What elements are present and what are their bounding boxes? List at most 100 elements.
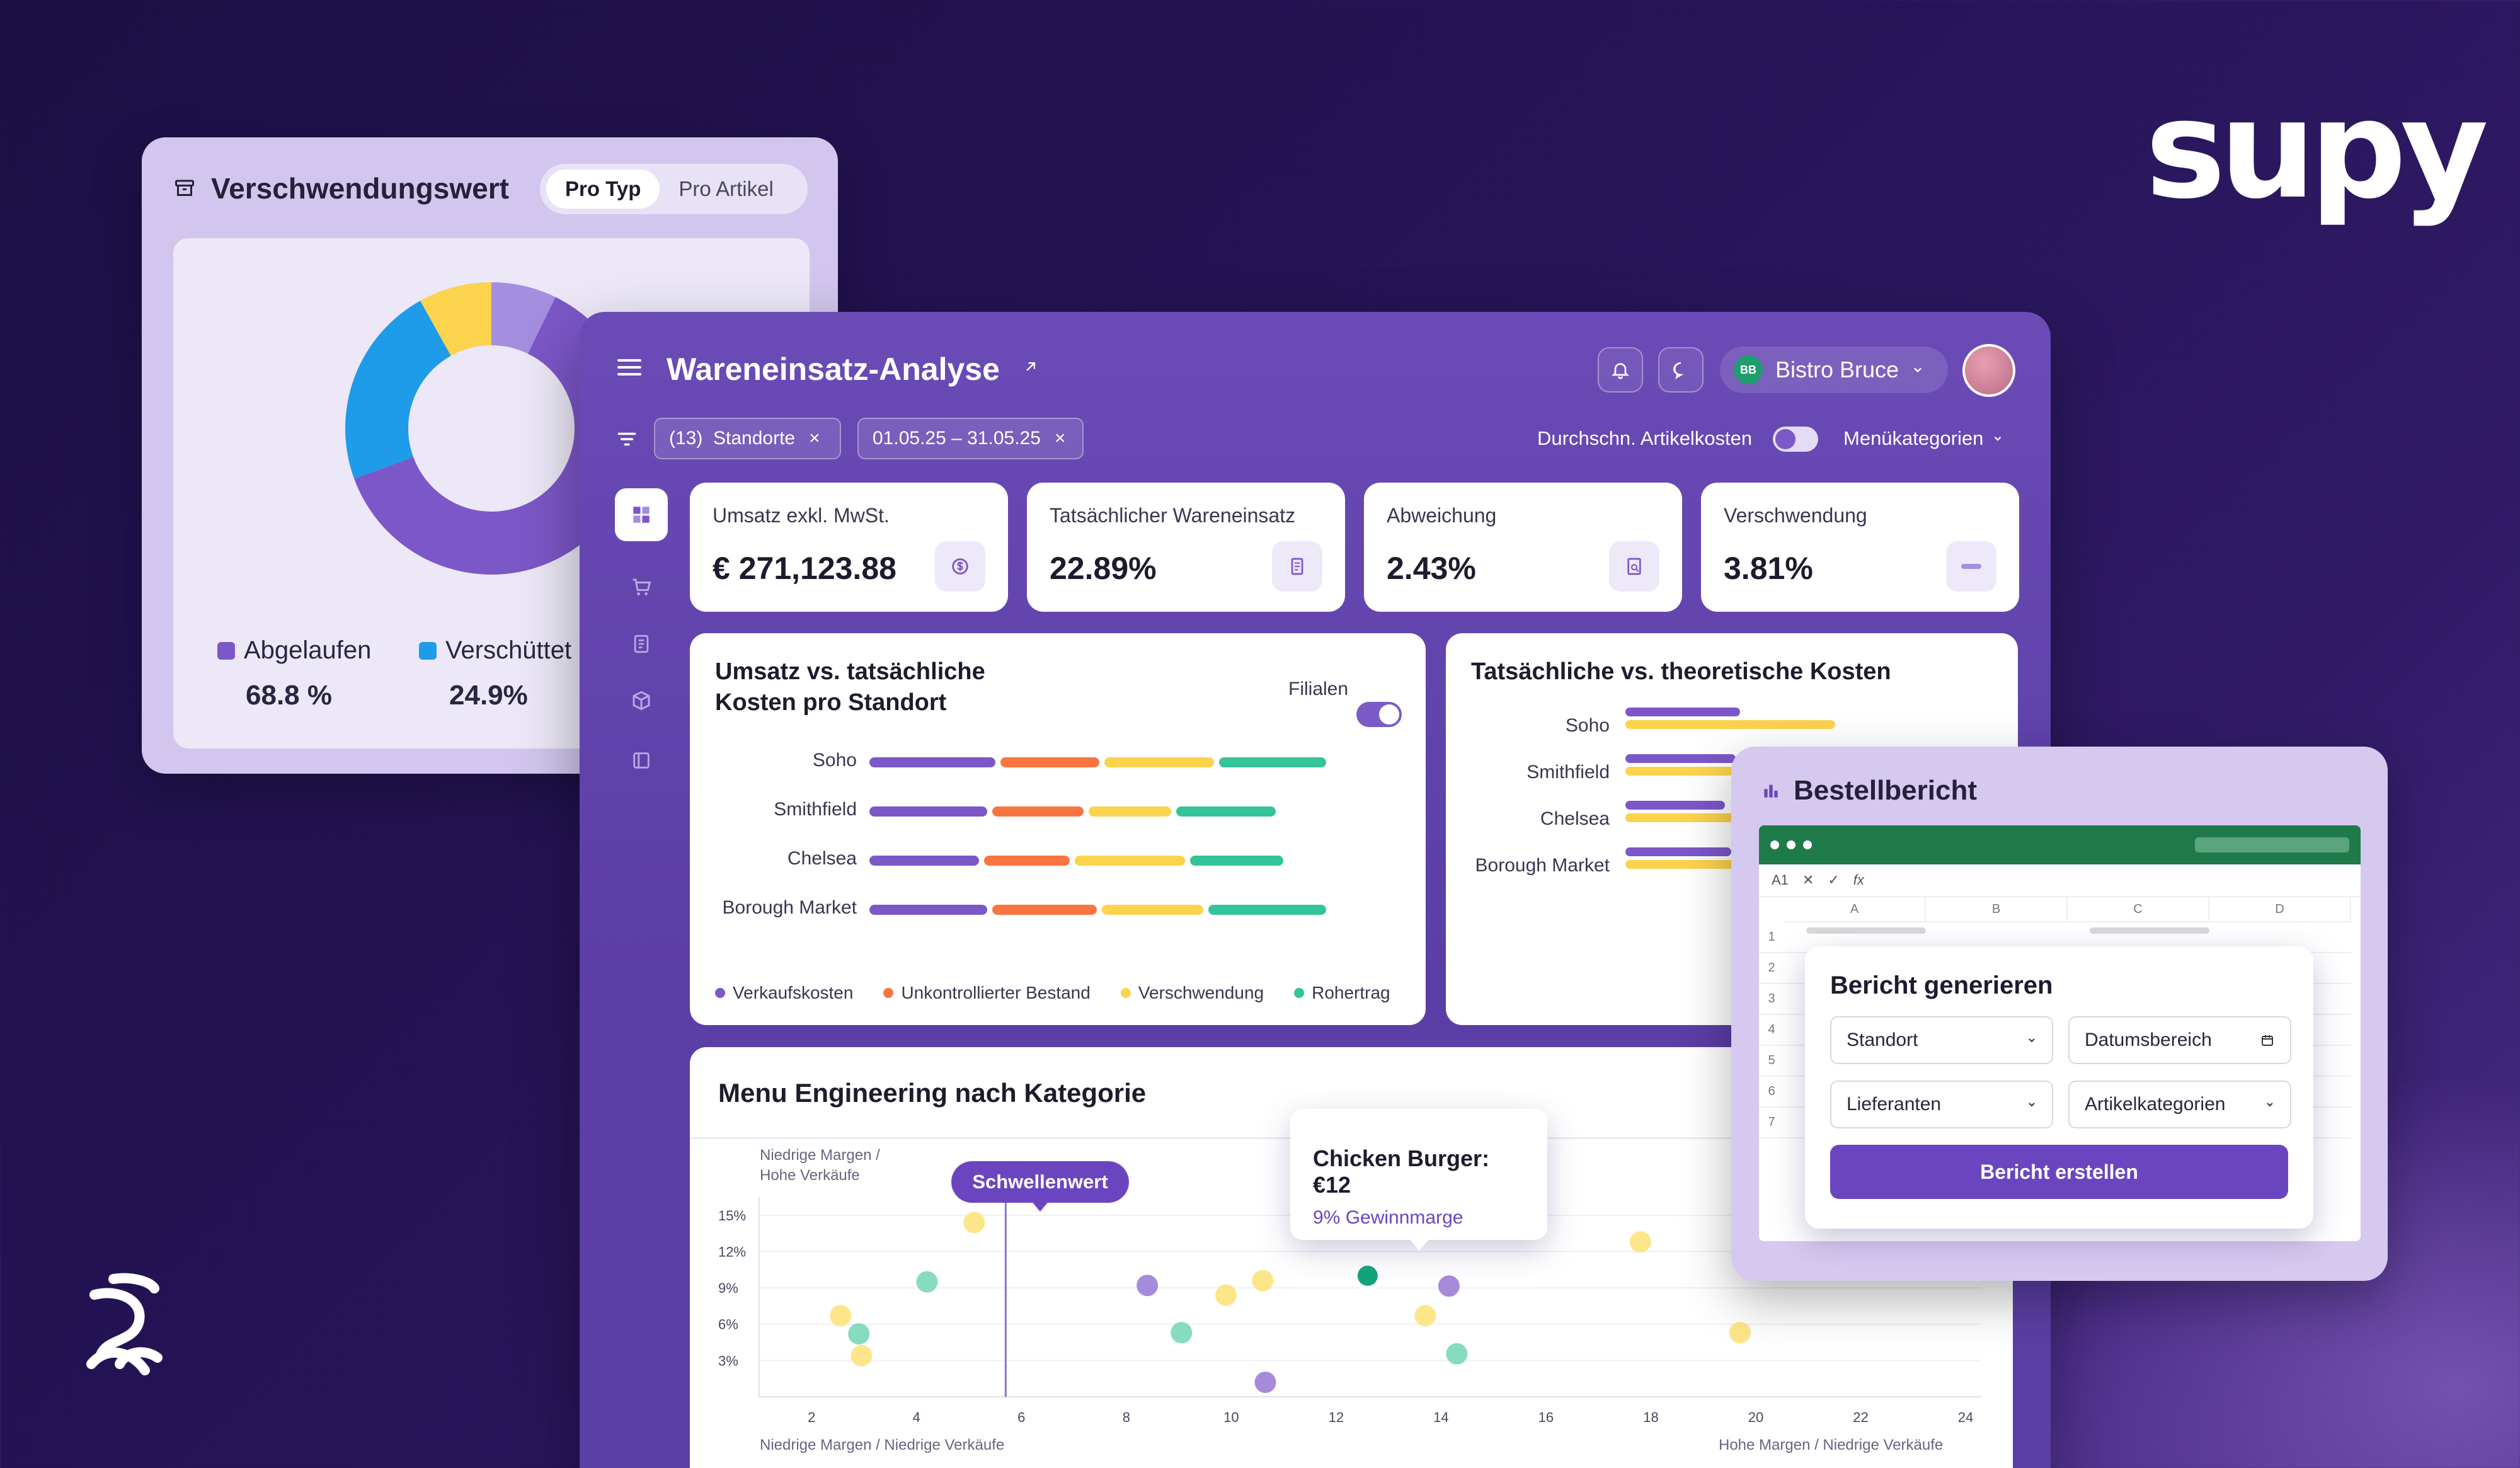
y-tick-label: 15%	[718, 1208, 746, 1224]
row-header: 3	[1759, 984, 1784, 1015]
tooltip-title: Chicken Burger: €12	[1313, 1145, 1490, 1198]
scatter-point	[1446, 1343, 1468, 1365]
close-icon[interactable]: ×	[1054, 428, 1066, 449]
actual-cost-bar	[1625, 801, 1725, 810]
x-tick-label: 18	[1643, 1409, 1658, 1425]
legend-label: Verschwendung	[1138, 983, 1264, 1002]
bar-segment	[869, 806, 987, 817]
kpi-label: Verschwendung	[1724, 504, 1867, 527]
sidebar-item-dashboard[interactable]	[615, 488, 668, 541]
location-filter-chip[interactable]: (13) Standorte ×	[654, 418, 841, 459]
legend-verschuettet: Verschüttet 24.9%	[419, 636, 571, 711]
sidebar-item-layout[interactable]	[615, 734, 668, 787]
chevron-down-icon	[1995, 436, 2002, 441]
legend-label: Rohertrag	[1312, 983, 1390, 1002]
legend-item: Verkaufskosten	[715, 983, 853, 1003]
bar-chart-icon	[1764, 784, 1778, 798]
cancel-icon: ✕	[1802, 872, 1814, 888]
chevron-down-icon	[2029, 1038, 2035, 1043]
fx-icon: fx	[1853, 872, 1864, 888]
revenue-bar-chart: Soho Smithfield Chelsea Borough Market	[715, 750, 1402, 939]
notifications-button[interactable]	[1598, 347, 1643, 393]
bar-segment	[992, 806, 1084, 817]
sidebar-item-documents[interactable]	[615, 617, 668, 670]
bar-label: Soho	[1565, 715, 1610, 736]
donut-slice	[345, 282, 638, 575]
scatter-point	[1438, 1275, 1460, 1297]
row-header: 7	[1759, 1108, 1784, 1138]
select-label: Standort	[1847, 1029, 1918, 1050]
user-avatar[interactable]	[1962, 344, 2015, 397]
account-switcher[interactable]: BB Bistro Bruce	[1720, 347, 1948, 393]
kpi-card-waste: Verschwendung 3.81%	[1701, 483, 2019, 612]
close-icon[interactable]: ×	[809, 428, 820, 449]
window-dot	[1803, 840, 1812, 849]
filialen-toggle[interactable]	[1356, 702, 1402, 727]
x-tick-label: 16	[1538, 1409, 1554, 1425]
item-category-select[interactable]: Artikelkategorien	[2068, 1081, 2291, 1128]
revenue-vs-cost-card	[690, 633, 1426, 1025]
bar-segment	[992, 905, 1097, 915]
chicken-burger-tooltip: Chicken Burger: €12 9% Gewinnmarge	[1290, 1109, 1547, 1240]
location-select[interactable]: Standort	[1830, 1016, 2053, 1064]
dialog-title: Bericht generieren	[1830, 972, 2053, 999]
bar-segment	[1189, 856, 1284, 866]
y-tick-label: 6%	[718, 1317, 738, 1333]
legend-item: Rohertrag	[1294, 983, 1390, 1003]
threshold-pointer	[1031, 1200, 1050, 1212]
tooltip-pointer	[1409, 1238, 1430, 1251]
date-range-select[interactable]: Datumsbereich	[2068, 1016, 2291, 1064]
x-tick-label: 8	[1123, 1409, 1130, 1425]
highlighted-point	[1357, 1265, 1378, 1286]
bar-label: Borough Market	[1475, 855, 1610, 876]
chip-label: (13) Standorte	[669, 428, 796, 449]
messages-button[interactable]	[1658, 347, 1704, 393]
currency-icon	[935, 541, 985, 592]
select-label: Datumsbereich	[2085, 1029, 2212, 1050]
formula-bar: A1 ✕ ✓ fx	[1759, 864, 2361, 897]
segment-pro-typ[interactable]: Pro Typ	[546, 169, 660, 209]
sidebar-item-inventory[interactable]	[615, 674, 668, 727]
scatter-point	[916, 1271, 938, 1293]
bar-segment	[1208, 905, 1327, 915]
menu-engineering-title: Menu Engineering nach Kategorie	[718, 1078, 1147, 1108]
row-header: 4	[1759, 1015, 1784, 1046]
scatter-point	[963, 1212, 985, 1234]
kpi-label: Abweichung	[1387, 504, 1497, 527]
kpi-label: Tatsächlicher Wareneinsatz	[1050, 504, 1296, 527]
waste-card-title: Verschwendungswert	[211, 172, 509, 205]
dialog-fields: Standort Datumsbereich Lieferanten Artik…	[1830, 1016, 2291, 1128]
bar-segment	[1104, 757, 1215, 767]
hamburger-menu-icon[interactable]	[617, 358, 641, 377]
calendar-icon	[2262, 1035, 2273, 1046]
avg-cost-toggle[interactable]	[1773, 427, 1818, 452]
theoretical-cost-bar	[1625, 720, 1835, 729]
segment-pro-artikel[interactable]: Pro Artikel	[679, 177, 774, 200]
legend-item: Unkontrollierter Bestand	[883, 983, 1091, 1003]
scatter-point	[1729, 1322, 1751, 1344]
sidebar-item-orders[interactable]	[615, 561, 668, 614]
column-header: A	[1784, 897, 1926, 922]
external-link-icon[interactable]	[1022, 358, 1040, 376]
receipt-icon	[1272, 541, 1322, 592]
supplier-select[interactable]: Lieferanten	[1830, 1081, 2053, 1128]
supy-logo: supy	[2145, 71, 2488, 229]
title-line: Umsatz vs. tatsächliche	[715, 658, 985, 685]
report-title: Bestellbericht	[1794, 775, 1977, 806]
account-name: Bistro Bruce	[1775, 357, 1899, 382]
box-icon	[633, 691, 650, 711]
theoretical-cost-bar	[1625, 813, 1747, 822]
legend-swatch	[419, 641, 437, 660]
sidebar-panel-icon	[633, 752, 650, 769]
date-filter-chip[interactable]: 01.05.25 – 31.05.25 ×	[857, 418, 1084, 459]
kpi-value: 3.81%	[1724, 551, 1813, 586]
actual-cost-bar	[1625, 754, 1736, 763]
select-label: Lieferanten	[1847, 1094, 1942, 1115]
filter-icon[interactable]	[616, 428, 638, 450]
menu-categories-dropdown[interactable]: Menükategorien	[1843, 427, 2003, 450]
bar-label: Soho	[812, 750, 857, 771]
create-report-button[interactable]: Bericht erstellen	[1830, 1145, 2288, 1199]
legend-item: Verschwendung	[1120, 983, 1264, 1003]
theoretical-cost-bar	[1625, 860, 1753, 869]
cell-reference: A1	[1772, 872, 1789, 888]
